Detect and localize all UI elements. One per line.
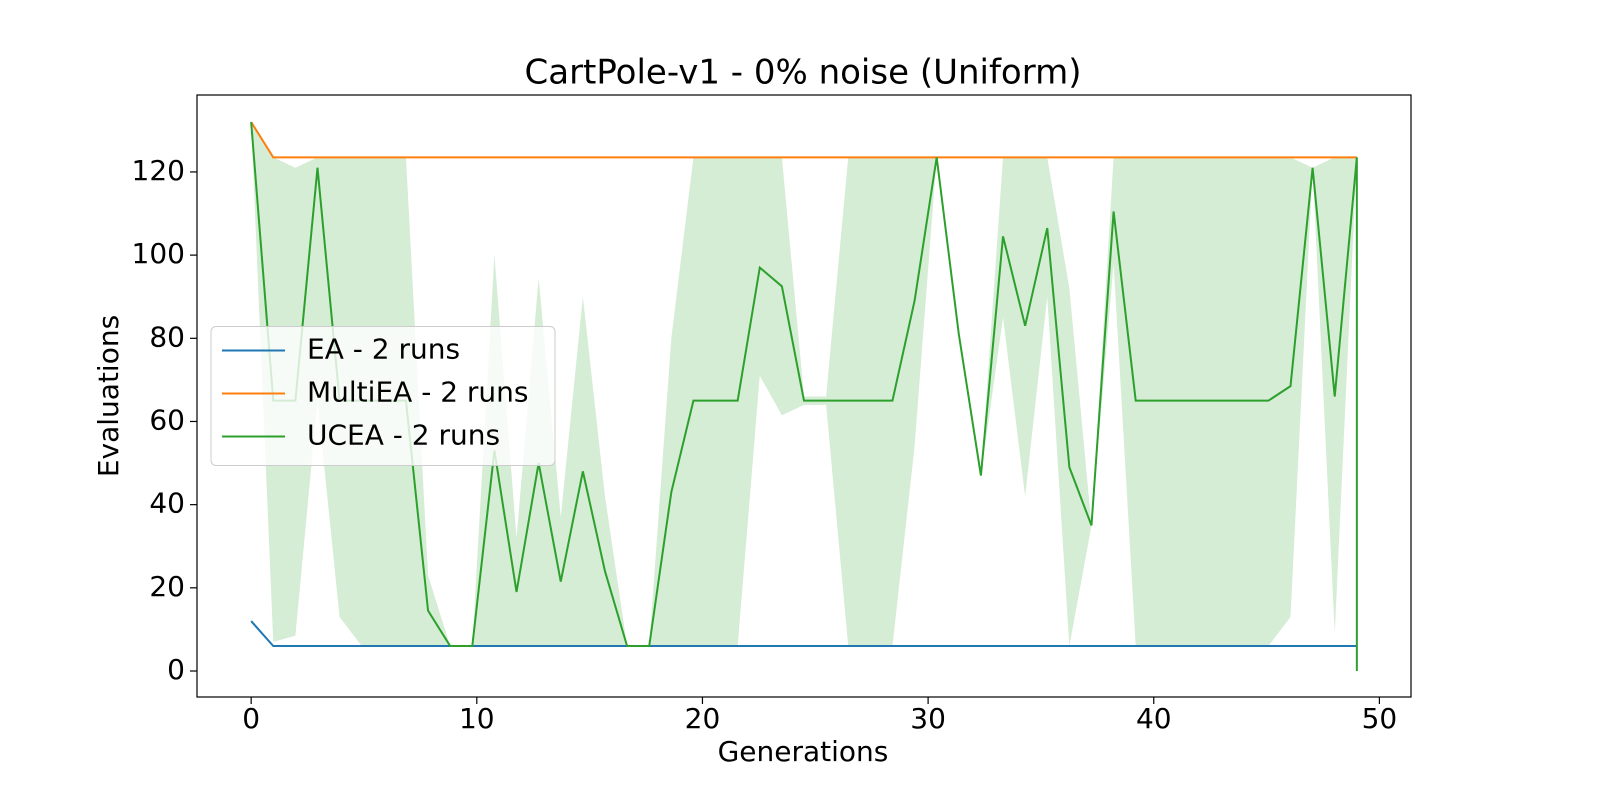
y-tick-label: 0 (167, 653, 185, 686)
legend-box (210, 326, 556, 466)
axes-frame (196, 94, 1412, 698)
y-tick-label: 100 (132, 237, 185, 270)
x-tick-label: 50 (1362, 702, 1398, 735)
chart-title: CartPole-v1 - 0% noise (Uniform) (525, 53, 1082, 93)
legend-label: MultiEA - 2 runs (307, 376, 529, 409)
series-line (250, 620, 1357, 648)
y-tick-label: 20 (149, 570, 185, 603)
x-axis-label: Generations (718, 735, 889, 768)
x-tick-label: 40 (1136, 702, 1172, 735)
x-tick-label: 20 (685, 702, 721, 735)
legend: EA - 2 runs MultiEA - 2 runs UCEA - 2 runs (210, 326, 556, 466)
y-axis-label: Evaluations (92, 315, 125, 477)
series-line (250, 121, 1358, 672)
range-band (251, 122, 1357, 672)
x-tick-label: 30 (910, 702, 946, 735)
legend-label: UCEA - 2 runs (307, 419, 500, 452)
y-tick-label: 60 (149, 403, 185, 436)
legend-label: EA - 2 runs (307, 333, 460, 366)
x-tick-label: 10 (459, 702, 495, 735)
y-tick-label: 120 (132, 154, 185, 187)
x-tick-label: 0 (242, 702, 260, 735)
series-line (250, 121, 1357, 159)
y-tick-label: 40 (149, 487, 185, 520)
plot-area (250, 121, 1358, 672)
y-tick-label: 80 (149, 320, 185, 353)
